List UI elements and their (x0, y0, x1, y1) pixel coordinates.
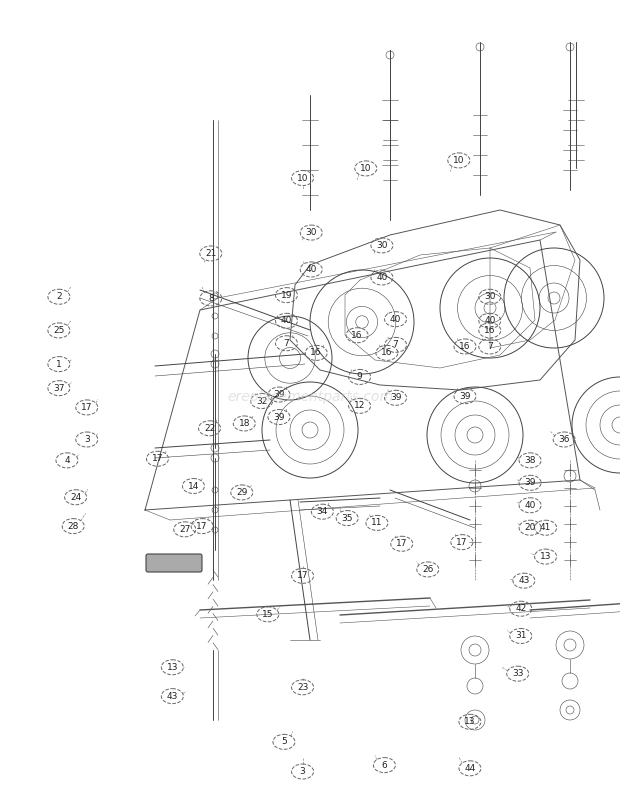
Text: 20: 20 (525, 523, 536, 533)
Text: 29: 29 (236, 488, 247, 497)
Text: 9: 9 (356, 372, 363, 382)
Text: 5: 5 (281, 737, 287, 747)
Text: 6: 6 (381, 760, 388, 770)
Text: 40: 40 (525, 500, 536, 510)
Text: 33: 33 (512, 669, 523, 678)
Text: 43: 43 (167, 691, 178, 701)
Text: 40: 40 (376, 273, 388, 282)
Text: 10: 10 (297, 173, 308, 183)
Text: 39: 39 (525, 478, 536, 488)
Text: 17: 17 (396, 539, 407, 549)
Text: 17: 17 (297, 571, 308, 581)
Text: 27: 27 (179, 525, 190, 534)
FancyBboxPatch shape (146, 554, 202, 572)
Text: 13: 13 (167, 662, 178, 672)
Text: 16: 16 (311, 348, 322, 358)
Text: 39: 39 (273, 390, 285, 399)
Text: 3: 3 (299, 767, 306, 776)
Text: 3: 3 (84, 435, 90, 444)
Text: 17: 17 (456, 537, 467, 547)
Text: 17: 17 (81, 403, 92, 412)
Text: 28: 28 (68, 521, 79, 531)
Text: 16: 16 (352, 330, 363, 340)
Text: 41: 41 (540, 523, 551, 533)
Text: 42: 42 (515, 604, 526, 614)
Text: 25: 25 (53, 326, 64, 335)
Text: 39: 39 (273, 412, 285, 422)
Text: 4: 4 (64, 456, 70, 465)
Text: 39: 39 (459, 391, 471, 401)
Text: 43: 43 (518, 576, 529, 585)
Text: 10: 10 (360, 164, 371, 173)
Text: 7: 7 (487, 342, 493, 351)
Text: 16: 16 (459, 342, 471, 351)
Text: 30: 30 (376, 241, 388, 250)
Text: 24: 24 (70, 492, 81, 502)
Text: 35: 35 (342, 513, 353, 523)
Text: 23: 23 (297, 683, 308, 692)
Text: 32: 32 (256, 396, 267, 406)
Text: 14: 14 (188, 481, 199, 491)
Text: 8: 8 (208, 294, 214, 303)
Text: 15: 15 (262, 610, 273, 619)
Text: 40: 40 (390, 314, 401, 324)
Text: 2: 2 (56, 292, 62, 302)
Text: 40: 40 (306, 265, 317, 274)
Text: 16: 16 (381, 348, 392, 358)
Text: 10: 10 (453, 156, 464, 165)
Text: 30: 30 (306, 228, 317, 237)
Text: 22: 22 (204, 423, 215, 433)
Text: 31: 31 (515, 631, 526, 641)
Text: 7: 7 (392, 340, 399, 350)
Text: 38: 38 (525, 456, 536, 465)
Text: 36: 36 (559, 435, 570, 444)
Text: 40: 40 (281, 316, 292, 326)
Text: 18: 18 (239, 419, 250, 428)
Text: 40: 40 (484, 316, 495, 326)
Text: 1: 1 (56, 359, 62, 369)
Text: 11: 11 (371, 518, 383, 528)
Text: 12: 12 (354, 401, 365, 411)
Text: 26: 26 (422, 565, 433, 574)
Text: ereplacementparts.com: ereplacementparts.com (227, 390, 393, 404)
Text: 39: 39 (390, 393, 401, 403)
Text: 37: 37 (53, 383, 64, 393)
Text: 19: 19 (281, 290, 292, 300)
Text: 34: 34 (317, 507, 328, 516)
Text: 17: 17 (197, 521, 208, 531)
Text: 30: 30 (484, 292, 495, 302)
Text: 7: 7 (283, 338, 290, 348)
Text: 13: 13 (540, 552, 551, 561)
Text: 21: 21 (205, 249, 216, 258)
Text: 44: 44 (464, 764, 476, 773)
Text: 17: 17 (152, 454, 163, 464)
Text: 13: 13 (464, 717, 476, 727)
Text: 16: 16 (484, 326, 495, 335)
